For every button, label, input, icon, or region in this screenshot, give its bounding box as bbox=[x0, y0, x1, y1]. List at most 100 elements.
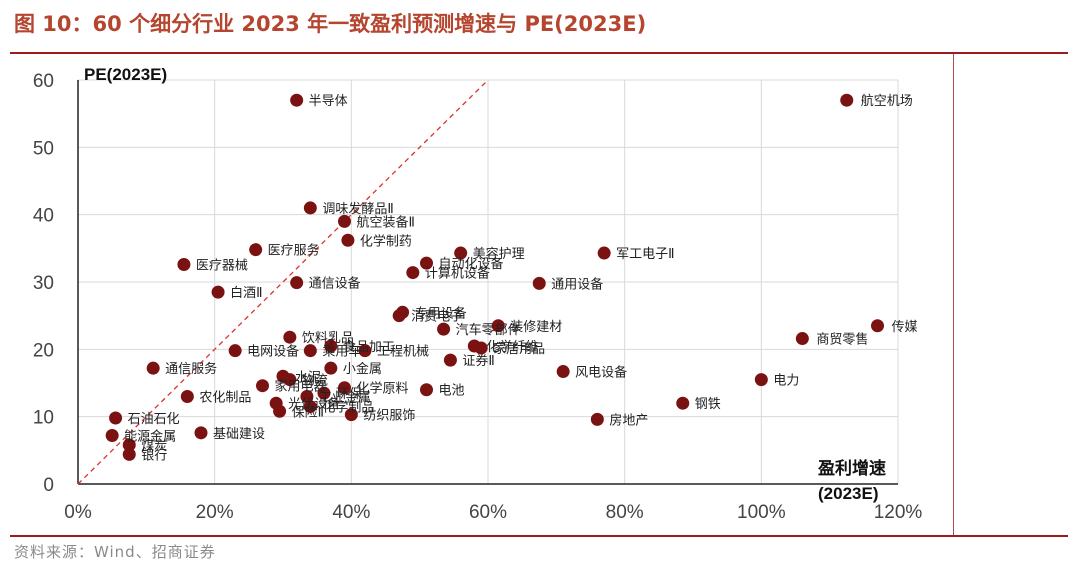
data-point bbox=[317, 386, 331, 400]
data-point bbox=[300, 389, 314, 403]
point-label: 风电设备 bbox=[575, 365, 627, 381]
point-label: 饮料乳品 bbox=[302, 331, 354, 346]
data-point bbox=[211, 285, 225, 299]
point-label: 环保 bbox=[336, 387, 362, 402]
point-label: 化学制药 bbox=[360, 233, 412, 249]
data-point bbox=[122, 438, 136, 452]
data-point bbox=[273, 404, 287, 418]
point-label: 电网设备 bbox=[247, 344, 299, 360]
point-label: 工程机械 bbox=[377, 345, 429, 360]
point-label: 军工电子Ⅱ bbox=[616, 247, 674, 262]
reference-diagonal-line bbox=[77, 79, 489, 485]
point-label: 汽车零部件 bbox=[456, 322, 521, 338]
top-divider bbox=[10, 52, 1068, 54]
reference-line-layer bbox=[77, 79, 489, 485]
data-point bbox=[420, 256, 433, 270]
x-axis-title-line2: (2023E) bbox=[818, 484, 878, 503]
data-point bbox=[840, 93, 854, 107]
data-point bbox=[228, 344, 242, 358]
point-label: 家居用品 bbox=[493, 341, 545, 357]
point-label: 通信服务 bbox=[165, 361, 217, 377]
data-point bbox=[122, 447, 136, 461]
figure-title: 图 10：60 个细分行业 2023 年一致盈利预测增速与 PE(2023E) bbox=[14, 12, 647, 36]
data-point bbox=[532, 276, 546, 290]
data-point bbox=[871, 319, 884, 333]
data-point bbox=[283, 330, 297, 344]
data-point bbox=[597, 246, 611, 260]
data-point bbox=[290, 93, 304, 107]
point-label: 装修建材 bbox=[510, 320, 562, 335]
point-label: 商贸零售 bbox=[816, 332, 868, 348]
point-label: 航空机场 bbox=[861, 93, 913, 109]
point-label: 水泥 bbox=[295, 370, 321, 385]
point-label: 物流 bbox=[302, 374, 328, 389]
x-tick-label: 100% bbox=[737, 502, 786, 523]
data-point bbox=[290, 276, 304, 290]
data-point bbox=[177, 257, 191, 271]
point-label: 白酒Ⅱ bbox=[230, 285, 262, 301]
point-label: 电池 bbox=[439, 384, 465, 399]
point-label: 计算机设备 bbox=[425, 266, 490, 282]
data-point bbox=[443, 353, 457, 367]
point-label: 农化制品 bbox=[199, 390, 251, 405]
data-point bbox=[194, 426, 208, 440]
data-point bbox=[556, 365, 570, 379]
data-point bbox=[303, 201, 317, 215]
point-label: 半导体 bbox=[309, 94, 348, 109]
point-label: 美容护理 bbox=[473, 246, 525, 262]
data-point bbox=[146, 361, 160, 375]
point-label: 纺织服饰 bbox=[363, 409, 415, 424]
data-point bbox=[338, 381, 351, 395]
data-point bbox=[256, 379, 269, 393]
data-point bbox=[454, 246, 468, 260]
data-point bbox=[324, 339, 338, 353]
point-label: 工业金属 bbox=[319, 389, 371, 405]
data-point bbox=[474, 341, 488, 355]
point-label: 石油石化 bbox=[128, 412, 180, 427]
y-tick-label: 60 bbox=[33, 71, 54, 92]
point-label: 医疗器械 bbox=[196, 258, 248, 273]
data-point bbox=[303, 344, 317, 358]
data-point bbox=[338, 214, 351, 228]
data-point bbox=[420, 383, 433, 397]
point-label: 小金属 bbox=[343, 361, 382, 377]
point-label: 能源金属 bbox=[124, 429, 176, 445]
data-point bbox=[303, 400, 317, 414]
point-label: 电力 bbox=[773, 374, 799, 389]
data-point bbox=[358, 344, 372, 358]
point-label: 通用设备 bbox=[551, 276, 603, 292]
data-point bbox=[324, 361, 338, 375]
data-point bbox=[180, 389, 194, 403]
point-label: 化学原料 bbox=[357, 381, 409, 397]
point-label: 通信设备 bbox=[309, 276, 361, 292]
point-label: 专用设备 bbox=[415, 305, 467, 321]
point-label: 煤炭 bbox=[141, 439, 167, 454]
x-tick-label: 80% bbox=[606, 502, 644, 523]
x-axis-title-line1: 盈利增速 bbox=[817, 458, 886, 478]
point-label: 乘用车 bbox=[322, 344, 361, 360]
y-tick-label: 20 bbox=[33, 340, 54, 361]
point-label: 食品加工 bbox=[343, 339, 395, 355]
y-tick-label: 0 bbox=[43, 475, 54, 496]
point-label: 消费电子 bbox=[411, 310, 463, 325]
x-tick-label: 60% bbox=[469, 502, 507, 523]
data-point bbox=[276, 369, 290, 383]
data-point bbox=[437, 322, 451, 336]
data-point bbox=[406, 266, 420, 280]
point-label: 钢铁 bbox=[695, 397, 721, 412]
point-label: 调味发酵品Ⅱ bbox=[322, 201, 393, 217]
source-note: 资料来源：Wind、招商证券 bbox=[14, 543, 216, 561]
bottom-divider bbox=[10, 535, 1068, 537]
point-label: 化学制品 bbox=[322, 400, 374, 416]
x-tick-label: 40% bbox=[332, 502, 370, 523]
grid-layer bbox=[78, 79, 899, 484]
point-label: 化学纤维 bbox=[486, 339, 538, 355]
data-point bbox=[491, 319, 505, 333]
y-tick-label: 30 bbox=[33, 273, 54, 294]
data-point bbox=[109, 411, 123, 425]
y-tick-label: 50 bbox=[33, 138, 54, 159]
point-label: 传媒 bbox=[892, 320, 918, 335]
data-point bbox=[249, 243, 263, 257]
